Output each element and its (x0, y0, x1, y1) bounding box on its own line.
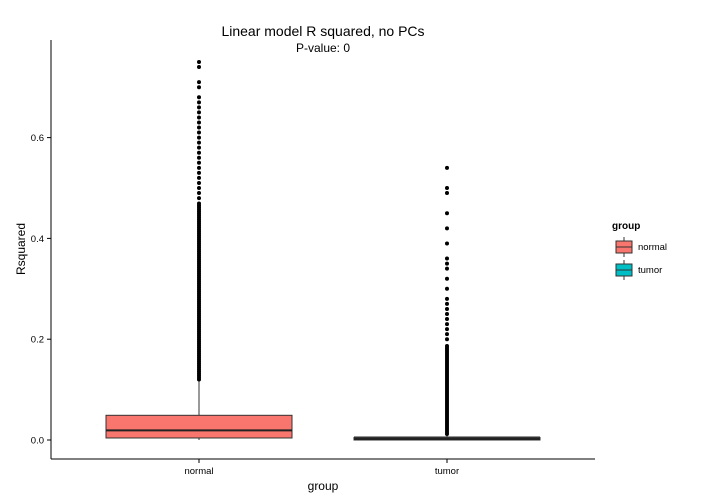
outlier-point (445, 211, 449, 216)
plot-area (105, 60, 541, 441)
outlier-point (445, 301, 449, 306)
outlier-point (445, 286, 449, 291)
outlier-point (197, 115, 201, 120)
outlier-point (445, 327, 449, 332)
outlier-point (197, 155, 201, 160)
outlier-point (197, 120, 201, 125)
outlier-point (445, 241, 449, 246)
y-tick-label: 0.6 (31, 133, 44, 144)
outlier-point (445, 191, 449, 196)
chart-subtitle: P-value: 0 (296, 41, 350, 55)
box-group-normal (105, 60, 293, 440)
outlier-point (445, 322, 449, 327)
outlier-point (445, 317, 449, 322)
legend-item-normal: normal (615, 237, 667, 257)
outlier-point (445, 266, 449, 271)
y-axis-title: Rsquared (14, 223, 28, 275)
legend-title: group (612, 221, 640, 232)
outlier-point (445, 256, 449, 261)
outlier-point (197, 170, 201, 175)
y-tick-label: 0.0 (31, 436, 44, 447)
outlier-point (197, 165, 201, 170)
outlier-point (197, 191, 201, 196)
outlier-point (197, 150, 201, 155)
outlier-point (197, 125, 201, 130)
outlier-point (445, 332, 449, 337)
y-axis-ticks: 0.0 0.2 0.4 0.6 (31, 133, 51, 447)
outlier-point (445, 343, 449, 348)
outlier-point (197, 130, 201, 135)
outlier-point (445, 226, 449, 231)
outlier-point (445, 186, 449, 190)
outlier-point (197, 186, 201, 190)
outlier-point (197, 196, 201, 201)
outlier-point (445, 296, 449, 301)
legend: group normal tumor (612, 221, 667, 280)
legend-label: tumor (638, 265, 662, 276)
outlier-point (197, 140, 201, 145)
outlier-point (197, 160, 201, 165)
x-axis-title: group (308, 479, 339, 493)
outlier-point (197, 100, 201, 105)
outlier-point (197, 105, 201, 110)
box-normal (105, 414, 293, 439)
outlier-point (197, 175, 201, 180)
outlier-point (197, 145, 201, 150)
outlier-point (445, 261, 449, 266)
chart-title: Linear model R squared, no PCs (221, 23, 424, 39)
outlier-point (197, 60, 201, 64)
outlier-point (197, 85, 201, 90)
outlier-point (445, 306, 449, 311)
outlier-point (445, 337, 449, 342)
x-tick-label: tumor (435, 466, 459, 477)
outlier-point (197, 95, 201, 100)
box-group-tumor (353, 165, 541, 441)
outlier-point (197, 110, 201, 115)
outlier-point (197, 135, 201, 140)
outlier-point (197, 80, 201, 85)
x-tick-label: normal (184, 466, 213, 477)
legend-label: normal (638, 242, 667, 253)
outlier-point (445, 276, 449, 281)
outlier-point (445, 165, 449, 170)
y-tick-label: 0.2 (31, 335, 44, 346)
outlier-point (197, 201, 201, 206)
outlier-point (197, 180, 201, 185)
x-axis-ticks: normal tumor (184, 459, 459, 477)
y-tick-label: 0.4 (31, 234, 44, 245)
legend-item-tumor: tumor (615, 260, 662, 280)
outlier-point (445, 312, 449, 316)
outlier-point (197, 65, 201, 70)
